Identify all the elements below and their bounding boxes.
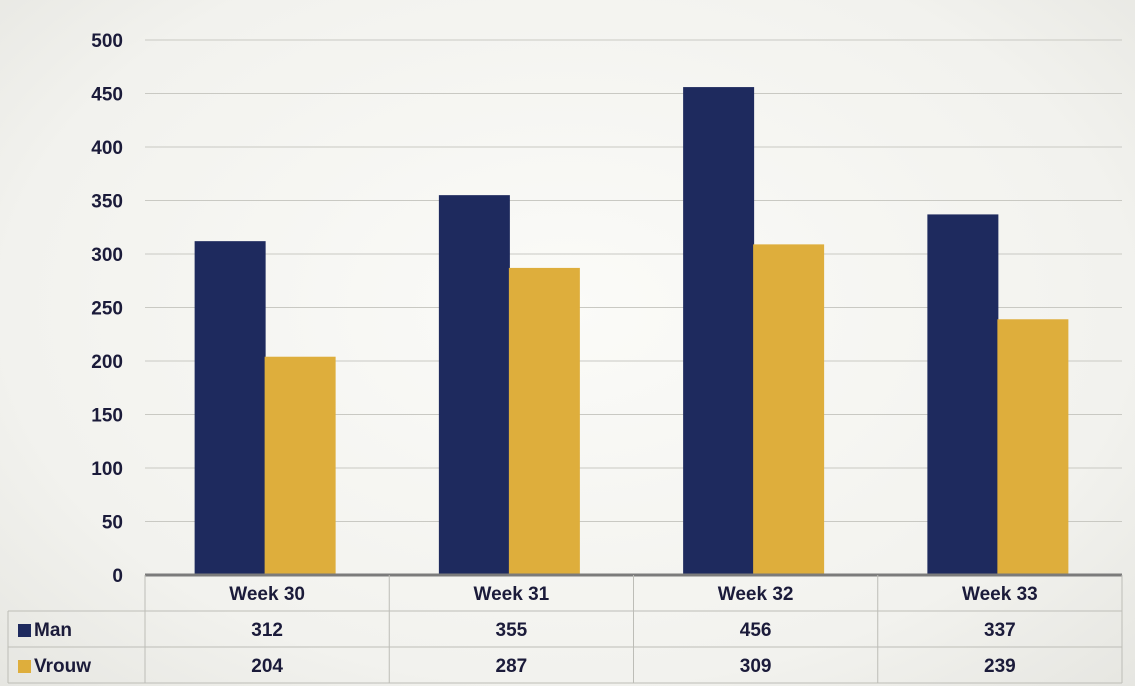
data-table: Week 30 Week 31 Week 32 Week 33 Man 312 355 456…: [7, 575, 1123, 684]
y-tick-label: 50: [102, 513, 123, 534]
bar-vrouw-week-31: [508, 267, 580, 575]
y-tick-label: 500: [91, 31, 123, 52]
x-category-label: Week 30: [229, 584, 305, 605]
bar-vrouw-week-30: [264, 356, 336, 575]
x-category-label: Week 33: [962, 584, 1038, 605]
table-cell-value: 456: [740, 620, 772, 641]
bar-vrouw-week-32: [753, 244, 825, 575]
y-tick-label: 250: [91, 299, 123, 320]
table-cell-value: 309: [740, 656, 772, 677]
bar-man-week-32: [683, 87, 755, 575]
table-cell-value: 287: [496, 656, 528, 677]
table-cell-value: 312: [251, 620, 283, 641]
y-tick-label: 300: [91, 245, 123, 266]
x-category-label: Week 31: [474, 584, 550, 605]
bar-vrouw-week-33: [997, 319, 1069, 575]
y-tick-label: 400: [91, 138, 123, 159]
y-tick-label: 350: [91, 192, 123, 213]
y-tick-label: 100: [91, 459, 123, 480]
legend-label-man: Man: [34, 620, 72, 641]
bar-man-week-30: [194, 241, 266, 575]
y-tick-label: 450: [91, 85, 123, 106]
x-category-label: Week 32: [718, 584, 794, 605]
bar-man-week-33: [927, 214, 999, 575]
legend-swatch-vrouw: [18, 660, 31, 673]
legend-label-vrouw: Vrouw: [34, 656, 91, 677]
table-cell-value: 204: [251, 656, 283, 677]
table-cell-value: 355: [496, 620, 528, 641]
y-tick-label: 150: [91, 406, 123, 427]
y-tick-label: 0: [112, 566, 123, 587]
bars: [194, 87, 1069, 575]
legend-swatch-man: [18, 624, 31, 637]
table-cell-value: 239: [984, 656, 1016, 677]
y-tick-label: 200: [91, 352, 123, 373]
table-cell-value: 337: [984, 620, 1016, 641]
y-axis-tick-labels: 0 50 100 150 200 250 300 350 400 450 500: [91, 31, 123, 587]
bar-man-week-31: [438, 195, 510, 575]
